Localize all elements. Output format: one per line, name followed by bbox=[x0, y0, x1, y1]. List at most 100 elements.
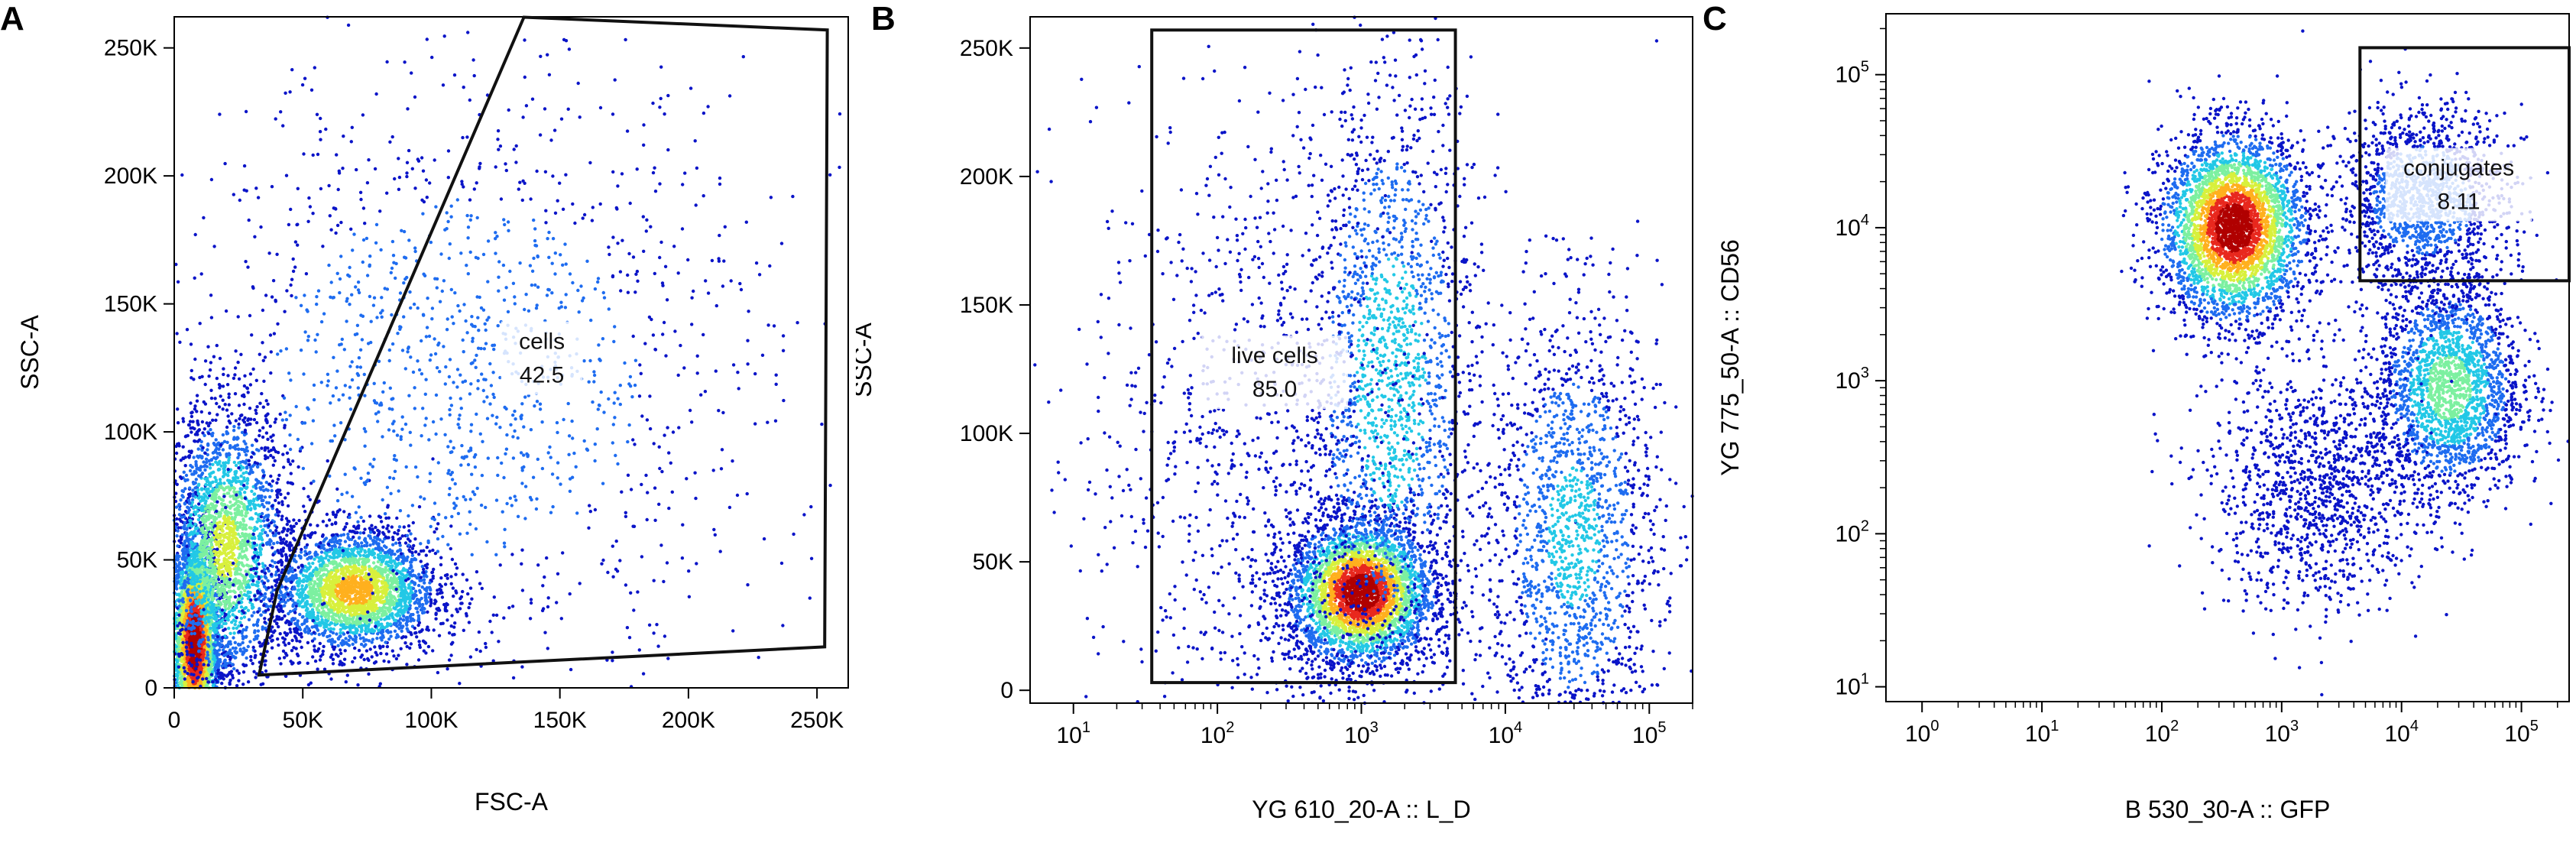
event-dot bbox=[180, 590, 184, 594]
event-dot bbox=[233, 640, 237, 644]
event-dot bbox=[268, 494, 272, 499]
event-dot bbox=[197, 514, 201, 518]
event-dot bbox=[204, 615, 208, 620]
event-dot bbox=[209, 516, 213, 520]
event-dot bbox=[208, 532, 212, 537]
event-dot bbox=[232, 608, 236, 611]
event-dot bbox=[274, 573, 278, 577]
event-dot bbox=[241, 564, 245, 568]
event-dot bbox=[431, 457, 435, 461]
event-dot bbox=[175, 639, 180, 644]
event-dot bbox=[237, 422, 241, 426]
event-dot bbox=[203, 468, 207, 472]
event-dot bbox=[286, 504, 290, 508]
event-dot bbox=[245, 470, 248, 475]
event-dot bbox=[175, 659, 179, 663]
event-dot bbox=[198, 579, 203, 584]
event-dot bbox=[193, 486, 197, 490]
event-dot bbox=[190, 593, 194, 598]
event-dot bbox=[182, 618, 186, 622]
event-dot bbox=[183, 520, 187, 525]
event-dot bbox=[210, 592, 214, 597]
event-dot bbox=[215, 452, 219, 456]
event-dot bbox=[236, 360, 240, 365]
event-dot bbox=[190, 588, 194, 592]
event-dot bbox=[187, 501, 192, 505]
event-dot bbox=[223, 465, 227, 469]
event-dot bbox=[326, 459, 329, 463]
event-dot bbox=[276, 477, 280, 481]
event-dot bbox=[233, 650, 237, 653]
event-dot bbox=[190, 627, 193, 631]
event-dot bbox=[183, 487, 187, 491]
event-dot bbox=[200, 374, 204, 378]
event-dot bbox=[278, 412, 282, 417]
event-dot bbox=[252, 498, 256, 501]
event-dot bbox=[224, 665, 228, 669]
event-dot bbox=[225, 383, 230, 387]
event-dot bbox=[203, 621, 208, 625]
event-dot bbox=[206, 345, 210, 349]
event-dot bbox=[197, 428, 202, 432]
event-dot bbox=[237, 461, 241, 465]
event-dot bbox=[282, 537, 286, 541]
event-dot bbox=[233, 507, 237, 511]
event-dot bbox=[240, 561, 244, 565]
event-dot bbox=[240, 496, 244, 500]
event-dot bbox=[252, 670, 256, 673]
event-dot bbox=[262, 488, 266, 492]
event-dot bbox=[220, 527, 224, 532]
event-dot bbox=[201, 624, 205, 628]
event-dot bbox=[237, 447, 241, 451]
event-dot bbox=[222, 583, 225, 588]
event-dot bbox=[217, 558, 221, 562]
event-dot bbox=[211, 451, 215, 455]
event-dot bbox=[254, 583, 258, 587]
event-dot bbox=[214, 614, 218, 618]
event-dot bbox=[233, 478, 237, 481]
event-dot bbox=[207, 660, 212, 664]
event-dot bbox=[268, 540, 272, 544]
event-dot bbox=[217, 648, 222, 652]
event-dot bbox=[291, 459, 295, 463]
event-dot bbox=[261, 426, 265, 430]
event-dot bbox=[243, 491, 247, 494]
event-dot bbox=[190, 430, 193, 434]
event-dot bbox=[186, 619, 190, 623]
event-dot bbox=[253, 528, 257, 532]
event-dot bbox=[183, 501, 187, 506]
event-dot bbox=[178, 340, 182, 344]
event-dot bbox=[208, 623, 212, 627]
event-dot bbox=[253, 503, 258, 507]
event-dot bbox=[234, 419, 238, 423]
event-dot bbox=[211, 418, 215, 422]
event-dot bbox=[248, 407, 252, 410]
event-dot bbox=[225, 569, 229, 572]
event-dot bbox=[207, 459, 211, 463]
event-dot bbox=[225, 513, 229, 517]
event-dot bbox=[176, 557, 180, 561]
event-dot bbox=[221, 475, 225, 478]
event-dot bbox=[196, 627, 199, 631]
event-dot bbox=[209, 630, 212, 634]
event-dot bbox=[177, 513, 182, 517]
event-dot bbox=[186, 672, 190, 676]
event-dot bbox=[209, 626, 212, 631]
event-dot bbox=[210, 598, 215, 601]
event-dot bbox=[189, 653, 193, 657]
event-dot bbox=[208, 475, 212, 478]
event-dot bbox=[268, 424, 272, 428]
event-dot bbox=[241, 670, 246, 674]
event-dot bbox=[191, 420, 195, 423]
event-dot bbox=[227, 556, 232, 560]
event-dot bbox=[219, 485, 223, 490]
event-dot bbox=[204, 487, 208, 491]
event-dot bbox=[252, 611, 256, 614]
event-dot bbox=[265, 542, 269, 546]
event-dot bbox=[206, 570, 210, 575]
event-dot bbox=[221, 576, 225, 580]
event-dot bbox=[246, 644, 250, 649]
event-dot bbox=[186, 588, 190, 592]
event-dot bbox=[242, 420, 247, 424]
event-dot bbox=[288, 462, 293, 466]
